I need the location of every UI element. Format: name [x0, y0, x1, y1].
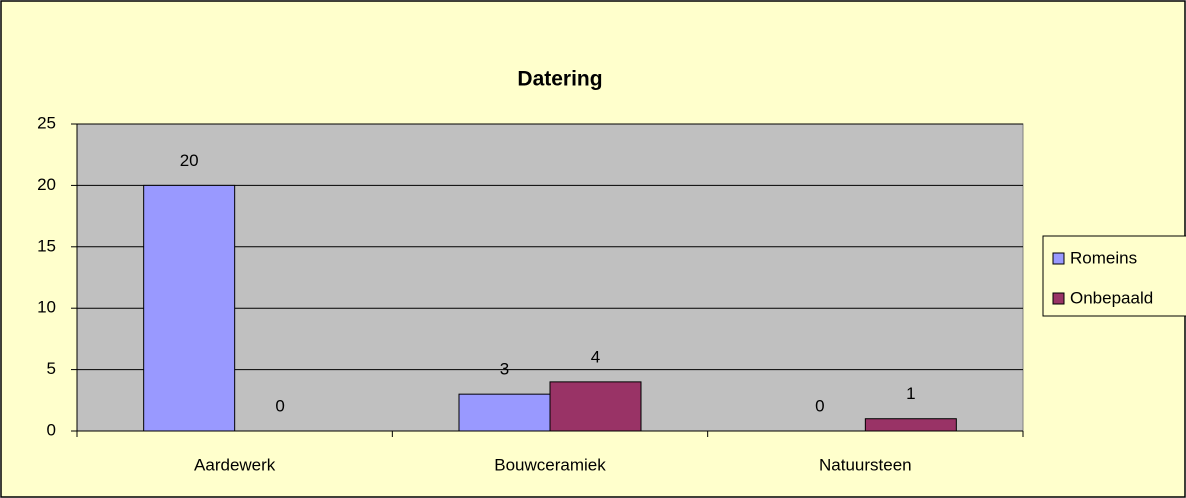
data-label: 1 [906, 384, 915, 403]
bar [143, 184, 236, 432]
legend [1042, 235, 1186, 317]
x-tick-label: Bouwceramiek [494, 455, 606, 474]
data-label: 20 [180, 151, 199, 170]
y-tick-label: 10 [37, 298, 56, 317]
legend-swatch [1052, 292, 1065, 305]
legend-label: Onbepaald [1070, 288, 1153, 307]
y-tick-label: 25 [37, 113, 56, 132]
bar [864, 418, 957, 432]
bar [549, 381, 642, 432]
y-tick-label: 0 [47, 420, 56, 439]
x-tick-label: Aardewerk [194, 455, 276, 474]
y-tick-label: 5 [47, 359, 56, 378]
y-tick-label: 15 [37, 236, 56, 255]
data-label: 3 [500, 360, 509, 379]
x-tick-label: Natuursteen [819, 455, 912, 474]
legend-swatch [1052, 252, 1065, 265]
chart-title: Datering [517, 68, 602, 91]
y-tick-label: 20 [37, 175, 56, 194]
data-label: 0 [815, 396, 824, 415]
legend-label: Romeins [1070, 248, 1137, 267]
data-label: 0 [275, 396, 284, 415]
data-label: 4 [591, 347, 600, 366]
bar [458, 393, 551, 432]
